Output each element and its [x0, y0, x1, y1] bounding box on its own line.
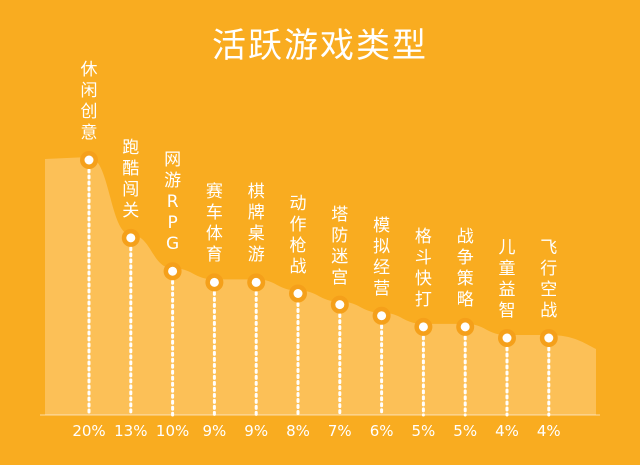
category-label: 战争策略	[456, 226, 474, 310]
category-label: 跑酷闯关	[122, 137, 140, 221]
data-point	[293, 289, 303, 298]
value-label: 10%	[155, 422, 190, 440]
value-label: 5%	[411, 422, 436, 440]
category-label: 休闲创意	[80, 60, 98, 143]
category-label: 飞行空战	[540, 238, 558, 321]
data-point	[377, 311, 387, 321]
value-label: 9%	[202, 422, 227, 440]
data-point	[209, 277, 219, 287]
category-label: 格斗快打	[414, 226, 432, 310]
value-label: 9%	[244, 422, 269, 440]
value-label: 13%	[114, 422, 148, 440]
value-label: 4%	[495, 422, 519, 440]
category-label: 网游RPG	[164, 150, 182, 255]
data-point	[460, 322, 470, 332]
data-point	[168, 266, 178, 276]
value-label: 5%	[453, 422, 478, 440]
category-label: 模拟经营	[373, 215, 391, 299]
category-label: 塔防迷宫	[331, 204, 349, 288]
data-point	[502, 333, 512, 343]
data-point	[126, 233, 136, 243]
category-label: 棋牌桌游	[247, 182, 265, 266]
data-point	[544, 333, 554, 343]
data-point	[335, 300, 345, 310]
data-point	[84, 155, 94, 165]
area-fill	[45, 157, 596, 415]
value-label: 6%	[369, 422, 394, 440]
value-label: 8%	[286, 422, 310, 440]
category-label: 赛车体育	[205, 182, 223, 266]
category-label: 动作枪战	[289, 193, 307, 277]
data-point	[251, 277, 261, 287]
value-label: 7%	[327, 422, 352, 440]
chart-title: 活跃游戏类型	[212, 26, 428, 66]
category-label: 儿童益智	[498, 238, 516, 321]
data-point	[418, 322, 428, 332]
value-label: 20%	[72, 422, 106, 440]
value-label: 4%	[536, 422, 561, 440]
